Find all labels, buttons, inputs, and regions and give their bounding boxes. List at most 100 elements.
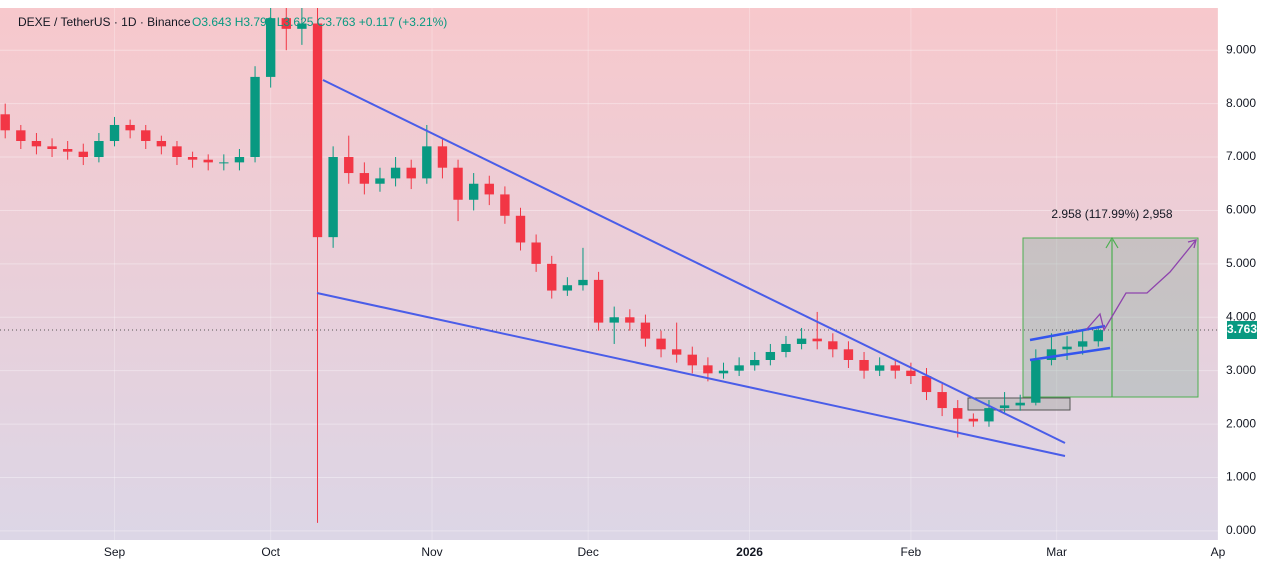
candle-body bbox=[453, 167, 463, 200]
candle-body bbox=[437, 146, 448, 168]
candle-body bbox=[1015, 402, 1025, 406]
candle-body bbox=[234, 157, 245, 163]
candles bbox=[0, 8, 1103, 523]
candle-body bbox=[531, 242, 541, 264]
candle-body bbox=[609, 317, 619, 323]
candle-body bbox=[828, 341, 838, 350]
candle-body bbox=[281, 18, 291, 29]
candle-body bbox=[468, 183, 479, 200]
candle-body bbox=[94, 141, 104, 158]
candle-body bbox=[515, 215, 526, 243]
candle-body bbox=[921, 376, 932, 393]
x-tick-label: Feb bbox=[901, 545, 922, 559]
candle-body bbox=[156, 141, 167, 147]
candle-body bbox=[671, 349, 682, 355]
candle-body bbox=[312, 23, 323, 238]
candle-body bbox=[578, 279, 588, 286]
candle-body bbox=[62, 149, 73, 152]
y-tick-label: 6.000 bbox=[1226, 203, 1256, 217]
candle-body bbox=[109, 124, 120, 141]
price-tag bbox=[1227, 321, 1257, 339]
candle-body bbox=[796, 338, 807, 344]
trend-lines bbox=[316, 79, 1197, 457]
candle-body bbox=[31, 141, 42, 147]
measure-arrow-head bbox=[1105, 236, 1119, 249]
candle-body bbox=[203, 159, 213, 163]
y-tick-label: 5.000 bbox=[1226, 256, 1256, 270]
candle-body bbox=[781, 343, 791, 352]
ohlc-readout: O3.643 H3.799 L3.625 C3.763 +0.117 (+3.2… bbox=[192, 15, 447, 29]
candle-body bbox=[843, 349, 854, 360]
candle-body bbox=[687, 354, 697, 366]
candle-body bbox=[265, 18, 276, 77]
candle-body bbox=[656, 338, 666, 350]
x-tick-label: Mar bbox=[1046, 545, 1067, 559]
candle-body bbox=[500, 194, 510, 216]
y-tick-label: 0.000 bbox=[1226, 523, 1256, 537]
candle-body bbox=[1046, 349, 1057, 360]
grid bbox=[0, 8, 1219, 540]
candle-body bbox=[375, 178, 385, 184]
candle-body bbox=[78, 151, 88, 158]
candle-body bbox=[328, 157, 338, 238]
y-tick-label: 9.000 bbox=[1226, 42, 1256, 56]
candle-body bbox=[219, 162, 229, 164]
measure-label: 2.958 (117.99%) 2,958 bbox=[1051, 207, 1173, 221]
candle-body bbox=[297, 23, 307, 29]
y-tick-label: 1.000 bbox=[1226, 470, 1256, 484]
candle-body bbox=[484, 183, 494, 195]
candle-body bbox=[344, 157, 354, 174]
wedge-lower bbox=[316, 292, 1066, 457]
y-tick-label: 8.000 bbox=[1226, 96, 1256, 110]
candle-body bbox=[640, 322, 651, 339]
chart-title: DEXE / TetherUS · 1D · Binance bbox=[18, 15, 191, 29]
candle-body bbox=[1031, 359, 1041, 403]
y-tick-label: 3.000 bbox=[1226, 363, 1256, 377]
candle-body bbox=[0, 114, 10, 131]
x-tick-label: Ap bbox=[1211, 545, 1226, 559]
plot-background bbox=[0, 8, 1218, 540]
y-tick-label: 4.000 bbox=[1226, 309, 1256, 323]
wedge-upper bbox=[322, 79, 1066, 444]
x-tick-label: 2026 bbox=[736, 545, 763, 559]
candle-body bbox=[968, 418, 979, 422]
candle-body bbox=[593, 279, 604, 323]
candle-body bbox=[765, 351, 776, 360]
candle-body bbox=[1077, 341, 1088, 347]
candle-body bbox=[703, 365, 713, 374]
candle-body bbox=[890, 365, 900, 371]
candle-body bbox=[1062, 346, 1072, 350]
candle-body bbox=[874, 365, 885, 371]
candle-body bbox=[859, 359, 869, 371]
candle-body bbox=[547, 263, 557, 291]
y-tick-label: 2.000 bbox=[1226, 416, 1256, 430]
candle-body bbox=[953, 408, 963, 419]
candle-body bbox=[125, 124, 135, 131]
y-tick-label: 7.000 bbox=[1226, 149, 1256, 163]
candle-body bbox=[625, 317, 635, 323]
candle-body bbox=[984, 408, 994, 422]
candle-body bbox=[1093, 330, 1103, 342]
candle-body bbox=[390, 167, 401, 179]
candle-body bbox=[359, 173, 370, 184]
candle-body bbox=[422, 146, 432, 179]
x-tick-label: Oct bbox=[261, 545, 280, 559]
candle-body bbox=[999, 405, 1010, 409]
x-tick-label: Nov bbox=[421, 545, 442, 559]
candle-body bbox=[141, 130, 151, 141]
candle-body bbox=[718, 370, 729, 374]
candle-body bbox=[172, 146, 182, 158]
x-tick-label: Sep bbox=[104, 545, 126, 559]
candle-body bbox=[750, 359, 760, 366]
price-tag-label: 3.763 bbox=[1227, 322, 1257, 336]
pennant-upper bbox=[1029, 324, 1106, 342]
candle-body bbox=[562, 285, 573, 291]
candle-body bbox=[16, 130, 26, 141]
candle-body bbox=[47, 146, 57, 150]
projection-arrow bbox=[1187, 239, 1197, 249]
projection-path bbox=[1085, 239, 1197, 332]
candle-body bbox=[187, 157, 198, 160]
candle-body bbox=[406, 167, 416, 179]
x-tick-label: Dec bbox=[578, 545, 599, 559]
